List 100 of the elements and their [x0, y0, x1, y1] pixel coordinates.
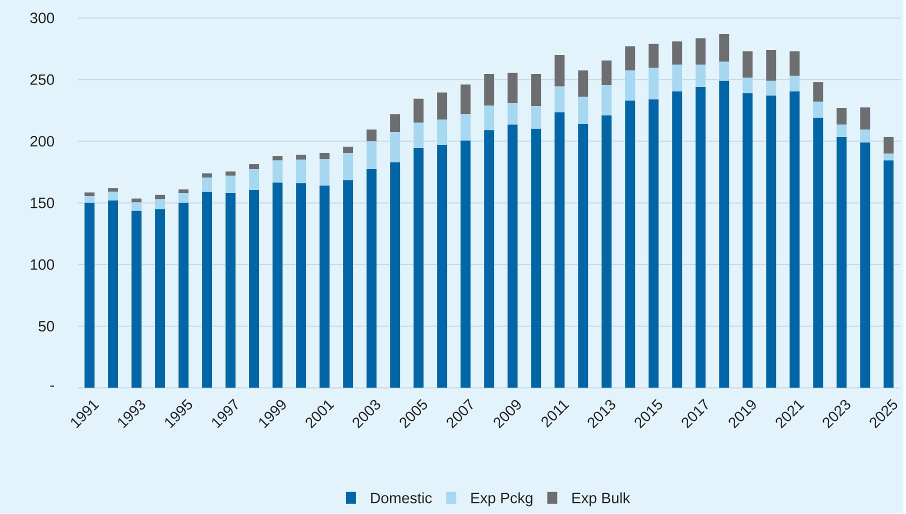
bar [178, 190, 189, 194]
bar [719, 34, 730, 62]
bar [766, 96, 776, 388]
legend-label: Exp Bulk [572, 492, 630, 506]
bar [272, 160, 283, 183]
bar [460, 114, 471, 141]
bar [696, 87, 706, 388]
bar [578, 97, 588, 124]
bar [625, 46, 636, 71]
bar [155, 209, 166, 388]
bar [249, 190, 260, 388]
bar [602, 116, 612, 388]
y-tick-label: 100 [30, 260, 54, 270]
bar [155, 199, 166, 210]
bar [320, 186, 330, 388]
bar [860, 142, 870, 388]
bar [625, 100, 636, 388]
y-tick-label: 50 [38, 321, 54, 332]
bar [296, 155, 306, 160]
bar [790, 51, 800, 76]
bar [672, 42, 682, 66]
bar [790, 76, 800, 92]
bar [202, 174, 212, 178]
bar [226, 193, 236, 388]
bar [132, 211, 142, 388]
bar [343, 180, 354, 388]
bar [719, 81, 730, 388]
bar [813, 118, 824, 388]
bar [343, 147, 354, 154]
bar [836, 137, 847, 388]
bar [84, 196, 95, 204]
y-tick-label: - [50, 386, 54, 387]
bar [226, 176, 236, 194]
bar [766, 81, 776, 96]
bar [226, 172, 236, 176]
bar [696, 38, 706, 66]
bar [884, 154, 894, 161]
y-tick-label: 200 [30, 136, 54, 147]
bar [836, 108, 847, 125]
bar [508, 103, 518, 125]
bar [719, 62, 730, 82]
bar [272, 156, 283, 161]
bar [178, 203, 189, 388]
bar [531, 106, 542, 130]
bar [813, 102, 824, 118]
bar [132, 202, 142, 212]
bar [366, 169, 377, 388]
bar [84, 192, 95, 196]
bar [742, 93, 753, 388]
y-tick-label: 250 [30, 74, 54, 86]
bar [108, 192, 118, 201]
bar [554, 112, 565, 388]
bar [437, 92, 448, 120]
bar [437, 145, 448, 388]
bar [366, 141, 377, 170]
bar [320, 159, 330, 186]
bar [531, 74, 542, 106]
bar [414, 98, 424, 123]
bar [155, 195, 166, 200]
bar [860, 130, 870, 143]
bar [249, 169, 260, 190]
bar [672, 65, 682, 92]
bar [202, 178, 212, 192]
bar [884, 160, 894, 388]
bar [437, 120, 448, 146]
bar [672, 92, 682, 388]
bar [578, 124, 588, 388]
bar [272, 182, 283, 388]
legend-label: Domestic [371, 492, 432, 504]
bar [484, 74, 494, 106]
bar [742, 51, 753, 78]
bar [108, 200, 118, 388]
bar [884, 137, 894, 154]
bar [132, 198, 142, 203]
bar [320, 153, 330, 160]
bar [508, 124, 518, 388]
bar [602, 60, 612, 86]
bar [460, 84, 471, 114]
bar [343, 153, 354, 180]
bar [554, 86, 565, 113]
bar [296, 183, 306, 388]
bar [531, 129, 542, 388]
bar [366, 130, 377, 142]
bar [390, 132, 400, 162]
y-tick-label: 300 [30, 12, 54, 24]
bar [484, 130, 494, 388]
y-tick-label: 150 [30, 198, 54, 208]
bar [108, 188, 118, 192]
bar [648, 68, 659, 100]
bar [390, 162, 400, 388]
bar [766, 50, 776, 82]
bar [296, 160, 306, 184]
bar [460, 140, 471, 388]
bar [813, 82, 824, 102]
bar [625, 70, 636, 101]
bar [648, 44, 659, 68]
legend-label: Exp Pckg [471, 492, 532, 506]
bar [178, 193, 189, 204]
bar [414, 148, 424, 388]
bar [648, 100, 659, 388]
